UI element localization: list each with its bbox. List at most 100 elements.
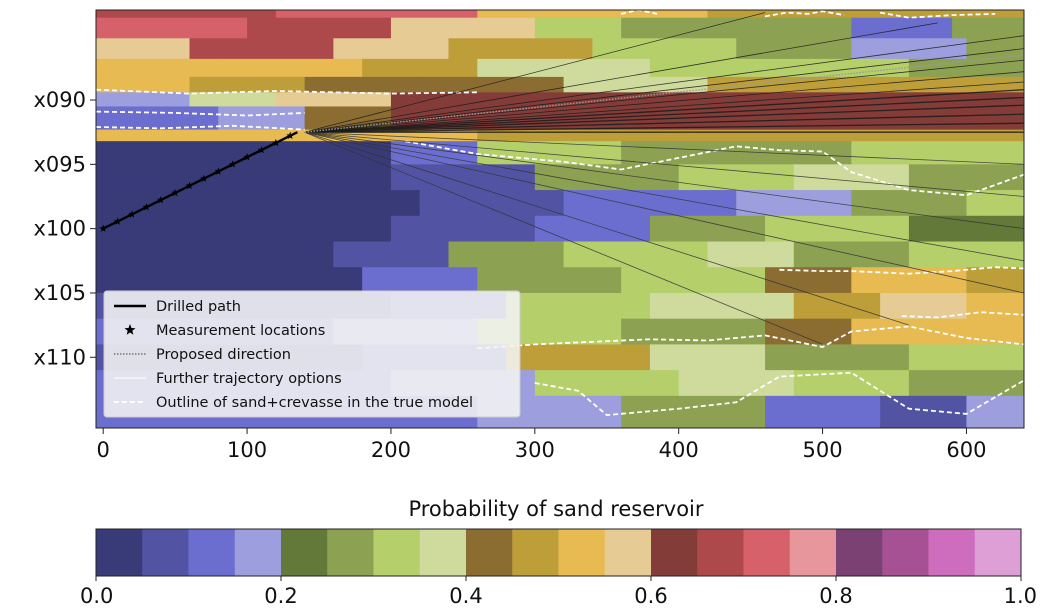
heatmap-cell: [96, 38, 191, 60]
heatmap-cell: [96, 164, 392, 191]
measurement-star-icon: [214, 167, 223, 175]
measurement-star-icon: [99, 224, 107, 232]
heatmap-cell: [908, 215, 1024, 243]
heatmap-cell: [534, 215, 651, 243]
heatmap-cell: [96, 141, 306, 165]
measurement-star-icon: [200, 174, 208, 182]
heatmap-cell: [880, 395, 968, 428]
x-axis: 0 100 200 300 400 500 600: [97, 428, 986, 462]
colorbar-ticks: 0.0 0.2 0.4 0.6 0.8 1.0: [80, 576, 1037, 608]
y-tick-label: x105: [33, 281, 86, 305]
heatmap-cell: [333, 241, 450, 268]
y-tick-label: x110: [33, 345, 86, 369]
colorbar-bin: [697, 529, 744, 576]
trajectory-option-line: [304, 48, 1024, 133]
trajectory-option-line: [304, 104, 1024, 133]
sand-outline: [405, 140, 1024, 197]
heatmap-cell: [96, 10, 277, 19]
sand-outline: [901, 311, 1024, 319]
heatmap-cell: [908, 370, 1024, 397]
heatmap-cell: [419, 190, 565, 217]
heatmap-cell: [333, 38, 450, 60]
heatmap-cell: [304, 76, 421, 93]
sand-outline: [477, 325, 1024, 350]
legend-label-sand-outline: Outline of sand+crevasse in the true mod…: [156, 395, 473, 411]
heatmap-cell: [390, 17, 536, 39]
heatmap-cell: [275, 10, 478, 19]
heatmap-cell: [966, 267, 1024, 294]
heatmap-cell: [793, 292, 881, 320]
x-tick-label: 200: [371, 438, 411, 462]
heatmap-cell: [707, 17, 852, 39]
x-tick-label: 500: [803, 438, 843, 462]
heatmap-cell: [966, 190, 1024, 217]
sand-outline: [96, 124, 305, 131]
heatmap-cell: [304, 141, 392, 165]
colorbar-bin: [419, 529, 467, 576]
heatmap-cell: [477, 129, 1024, 142]
measurement-star-icon: [257, 146, 266, 154]
heatmap-cell: [649, 58, 795, 78]
heatmap-cell: [908, 164, 1024, 191]
heatmap-cell: [793, 370, 910, 397]
colorbar-tick-label: 0.4: [449, 584, 482, 608]
heatmap-cell: [707, 241, 795, 268]
heatmap-cell: [390, 106, 1024, 131]
x-tick-label: 400: [659, 438, 699, 462]
heatmap-cell: [966, 292, 1024, 320]
heatmap-cell: [362, 58, 478, 78]
trajectory-option-line: [304, 71, 1024, 133]
colorbar-tick-label: 0.0: [80, 584, 113, 608]
heatmap-cell: [390, 215, 536, 243]
heatmap-cell: [563, 241, 709, 268]
sand-outline: [764, 10, 845, 18]
trajectory-option-line: [304, 22, 938, 133]
trajectory-option-line: [304, 131, 910, 326]
heatmap-cell: [908, 241, 1024, 268]
heatmap-cell: [96, 129, 306, 142]
trajectory-option-line: [304, 131, 823, 345]
trajectory-option-line: [304, 12, 766, 133]
x-tick-label: 0: [97, 438, 110, 462]
measurement-star-icon: [142, 203, 151, 211]
heatmap-cell: [448, 38, 593, 60]
heatmap-cell: [765, 318, 852, 345]
heatmap-cell: [448, 241, 565, 268]
measurement-star-icon: [228, 160, 237, 168]
heatmap-cell: [477, 10, 709, 19]
measurement-star-icon: [272, 138, 280, 147]
legend-label-proposed-direction: Proposed direction: [156, 347, 291, 363]
heatmap-cell: [96, 267, 363, 294]
colorbar-bin: [281, 529, 328, 576]
trajectory-option-line: [304, 96, 1024, 133]
colorbar-tick-label: 0.8: [819, 584, 852, 608]
heatmap-cell: [765, 344, 910, 371]
heatmap-cell: [649, 292, 795, 320]
colorbar-tick-label: 0.6: [634, 584, 667, 608]
heatmap-cell: [952, 17, 1024, 39]
legend-label-measurement-locations: Measurement locations: [156, 323, 325, 339]
heatmap-cell: [477, 267, 622, 294]
heatmap-cell: [189, 38, 334, 60]
drilled-path-line: [102, 131, 298, 230]
sand-outline: [534, 371, 1024, 417]
heatmap-cell: [390, 92, 1024, 108]
legend-swatch-measurement-star-icon: [124, 324, 136, 335]
legend-box: [103, 290, 521, 418]
heatmap-cell: [96, 215, 392, 243]
heatmap-cell: [736, 141, 852, 165]
drilled-path-group: [99, 131, 298, 232]
colorbar-bin: [188, 529, 236, 576]
legend-label-trajectory-options: Further trajectory options: [156, 371, 342, 387]
colorbar-bin: [651, 529, 698, 576]
heatmap-cell: [563, 76, 709, 93]
y-tick-label: x090: [33, 88, 86, 112]
colorbar-bin: [743, 529, 791, 576]
measurement-star-icon: [128, 210, 136, 218]
heatmap-cell: [218, 58, 363, 78]
colorbar-bin: [789, 529, 837, 576]
heatmap-cell: [390, 164, 536, 191]
trajectory-option-line: [304, 59, 1024, 133]
heatmap-cell: [592, 38, 737, 60]
trajectory-option-line: [304, 35, 1024, 133]
